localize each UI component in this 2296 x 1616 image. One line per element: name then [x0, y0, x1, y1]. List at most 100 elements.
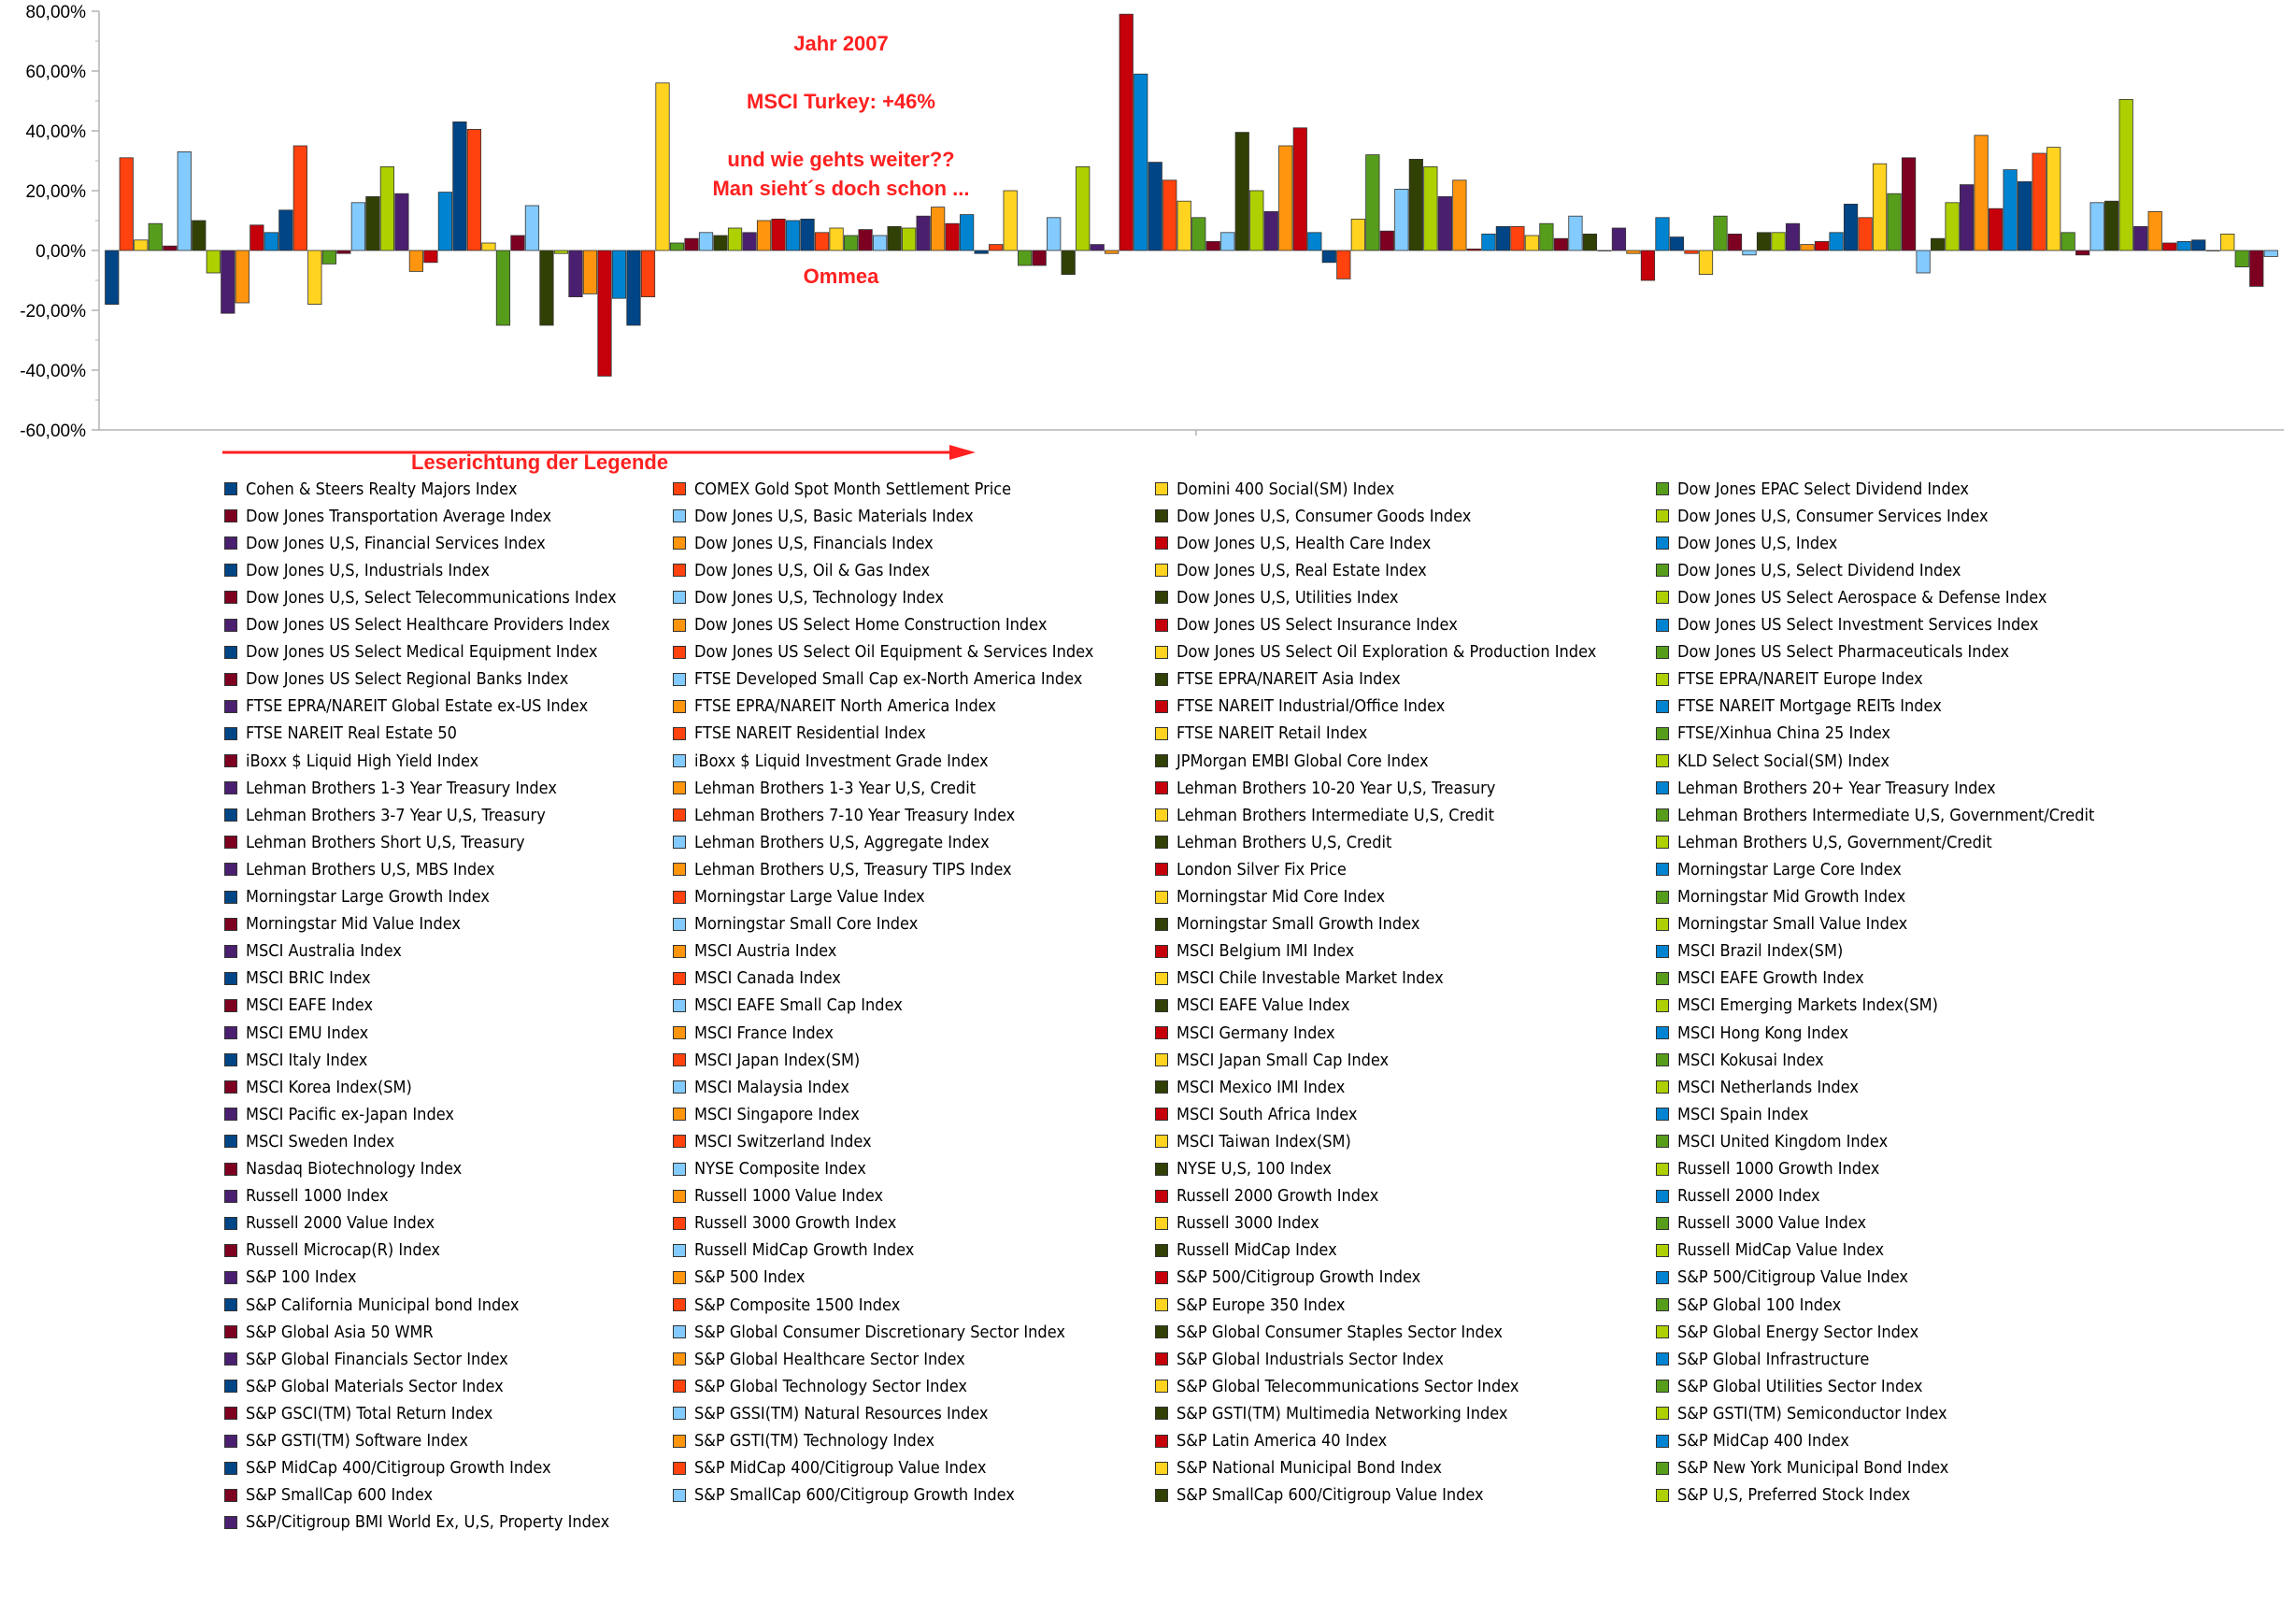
legend-item: S&P U,S, Preferred Stock Index [1656, 1485, 1910, 1506]
legend-item: Dow Jones US Select Oil Exploration & Pr… [1155, 642, 1596, 663]
legend-label: Dow Jones U,S, Basic Materials Index [694, 506, 974, 526]
legend-swatch [1656, 536, 1669, 551]
bar [192, 220, 207, 251]
legend-swatch [673, 971, 686, 985]
legend-swatch [1155, 672, 1168, 686]
legend-item: KLD Select Social(SM) Index [1656, 751, 1890, 771]
legend-swatch [673, 1461, 686, 1475]
bar [568, 250, 583, 297]
bar [713, 235, 728, 251]
bar [553, 250, 569, 254]
legend-item: S&P MidCap 400/Citigroup Value Index [673, 1458, 986, 1479]
legend-item: S&P Global Financials Sector Index [224, 1349, 508, 1369]
legend-swatch [224, 1325, 237, 1339]
legend-item: Dow Jones US Select Regional Banks Index [224, 669, 568, 690]
legend-label: FTSE EPRA/NAREIT Asia Index [1177, 669, 1401, 690]
legend-label: S&P Global Technology Sector Index [694, 1376, 967, 1396]
legend-item: Domini 400 Social(SM) Index [1155, 479, 1394, 499]
bar [582, 250, 598, 294]
bar [1785, 222, 1801, 251]
legend-label: KLD Select Social(SM) Index [1677, 751, 1890, 771]
legend-item: Morningstar Large Growth Index [224, 887, 490, 908]
legend-swatch [1155, 1135, 1168, 1149]
legend-item: Dow Jones US Select Healthcare Providers… [224, 615, 610, 636]
legend-label: MSCI Hong Kong Index [1677, 1023, 1849, 1043]
bar [1394, 188, 1409, 251]
bar [379, 165, 394, 251]
bar [495, 250, 511, 326]
legend-swatch [1656, 944, 1669, 958]
legend-label: S&P Global Industrials Sector Index [1177, 1349, 1444, 1369]
legend-label: S&P GSTI(TM) Technology Index [694, 1431, 935, 1451]
bar [1916, 250, 1931, 274]
legend-label: MSCI Austria Index [694, 941, 837, 962]
legend-label: Morningstar Large Core Index [1677, 859, 1902, 880]
legend-swatch [1155, 618, 1168, 632]
legend-label: MSCI EMU Index [246, 1023, 369, 1043]
bar [1134, 73, 1148, 251]
legend-swatch [1155, 1352, 1168, 1366]
legend-item: MSCI Netherlands Index [1656, 1077, 1859, 1097]
bar [2061, 232, 2075, 251]
legend-label: MSCI Taiwan Index(SM) [1177, 1131, 1351, 1151]
y-tick-label: 20,00% [26, 182, 87, 202]
y-tick-label: 60,00% [26, 63, 87, 82]
legend-swatch [1155, 1080, 1168, 1094]
legend-label: S&P GSTI(TM) Software Index [246, 1431, 468, 1451]
legend-swatch [1155, 1053, 1168, 1067]
legend-swatch [224, 536, 237, 551]
legend-label: Dow Jones U,S, Consumer Services Index [1677, 506, 1989, 526]
legend-item: Lehman Brothers 3-7 Year U,S, Treasury [224, 805, 546, 825]
legend-item: S&P Global 100 Index [1656, 1294, 1841, 1315]
legend-item: Russell 2000 Index [1656, 1186, 1820, 1207]
legend-item: S&P 100 Index [224, 1267, 356, 1288]
legend-item: Morningstar Small Value Index [1656, 914, 1907, 935]
legend-item: FTSE NAREIT Mortgage REITs Index [1656, 696, 1942, 717]
bar [1292, 127, 1307, 251]
legend-item: S&P Global Telecommunications Sector Ind… [1155, 1376, 1519, 1396]
legend-label: NYSE U,S, 100 Index [1177, 1159, 1332, 1179]
legend-item: Dow Jones U,S, Consumer Goods Index [1155, 506, 1471, 526]
bar [2147, 210, 2162, 251]
bar [742, 232, 757, 251]
legend-direction-label: Leserichtung der Legende [411, 450, 669, 474]
bar [829, 227, 844, 251]
bar [974, 250, 989, 254]
legend-swatch [1656, 1053, 1669, 1067]
legend-item: Dow Jones US Select Medical Equipment In… [224, 642, 597, 663]
legend-swatch [1155, 1461, 1168, 1475]
legend-label: S&P Global Consumer Discretionary Sector… [694, 1322, 1065, 1342]
legend-label: Dow Jones U,S, Oil & Gas Index [694, 560, 931, 580]
legend-swatch [1656, 863, 1669, 877]
legend-swatch [1656, 1380, 1669, 1394]
legend-swatch [224, 1352, 237, 1366]
bar [1640, 250, 1656, 281]
legend-label: Russell 1000 Growth Index [1677, 1159, 1880, 1179]
legend-item: Dow Jones U,S, Real Estate Index [1155, 560, 1427, 580]
reading-direction-arrow [222, 445, 976, 460]
legend-swatch [1656, 699, 1669, 713]
legend-swatch [1155, 944, 1168, 958]
legend-item: Dow Jones U,S, Utilities Index [1155, 587, 1398, 608]
legend-label: Lehman Brothers 1-3 Year U,S, Credit [694, 778, 977, 798]
legend-label: Russell MidCap Index [1177, 1240, 1337, 1261]
bar [1597, 250, 1612, 251]
legend-label: S&P 500/Citigroup Growth Index [1177, 1267, 1421, 1288]
annotation-author: Ommea [803, 265, 879, 288]
y-tick-label: -60,00% [20, 422, 86, 441]
legend-swatch [1155, 564, 1168, 578]
legend-item: NYSE U,S, 100 Index [1155, 1159, 1332, 1180]
y-axis: 80,00% 60,00% 40,00% 20,00% 0,00% -20,00% -40,… [20, 3, 2284, 441]
bar [1713, 215, 1728, 251]
legend-item: Lehman Brothers 1-3 Year Treasury Index [224, 778, 557, 798]
legend-label: MSCI Spain Index [1677, 1104, 1809, 1124]
bar [640, 250, 656, 297]
legend-label: Dow Jones US Select Insurance Index [1177, 615, 1458, 635]
legend-label: MSCI EAFE Small Cap Index [694, 995, 903, 1016]
legend-label: S&P MidCap 400 Index [1677, 1431, 1849, 1451]
legend-item: S&P MidCap 400/Citigroup Growth Index [224, 1458, 551, 1479]
legend-item: Russell 3000 Growth Index [673, 1213, 896, 1234]
legend-item: Morningstar Small Core Index [673, 914, 918, 935]
legend-swatch [1155, 699, 1168, 713]
bar [2046, 147, 2061, 251]
